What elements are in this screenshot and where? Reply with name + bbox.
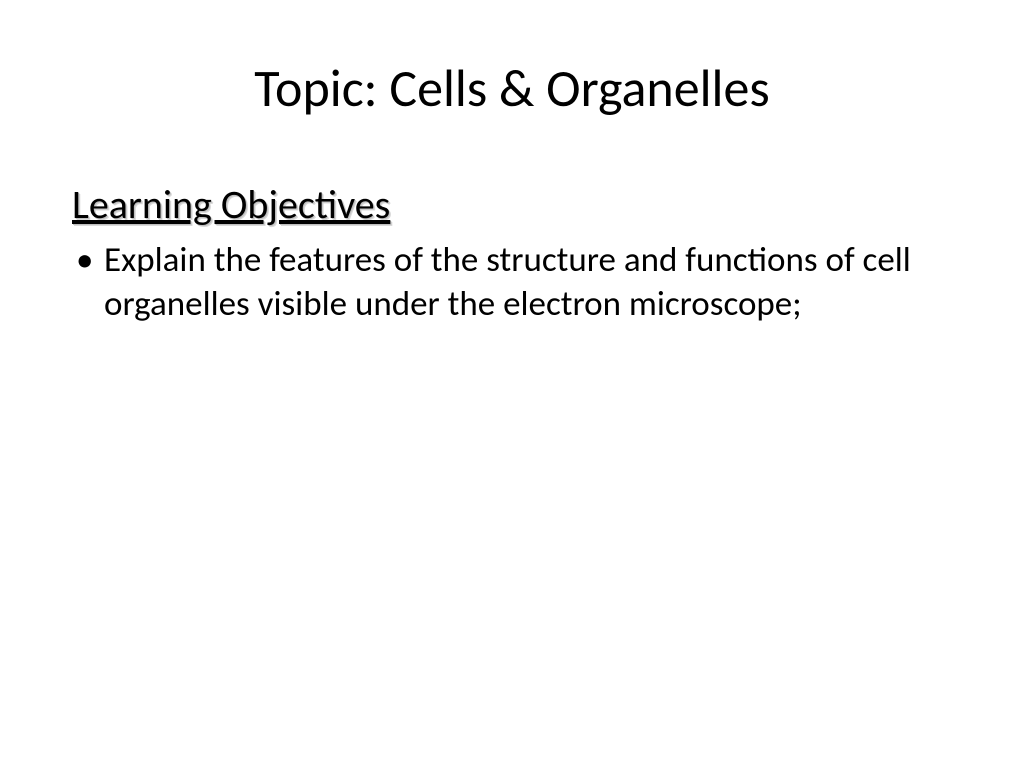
subheading: Learning Objectives [72,180,952,229]
slide-body: Learning Objectives Explain the features… [72,180,952,327]
slide: Topic: Cells & Organelles Learning Objec… [0,0,1024,767]
slide-title: Topic: Cells & Organelles [0,56,1024,120]
bullet-item: Explain the features of the structure an… [72,239,952,327]
bullet-list: Explain the features of the structure an… [72,239,952,327]
